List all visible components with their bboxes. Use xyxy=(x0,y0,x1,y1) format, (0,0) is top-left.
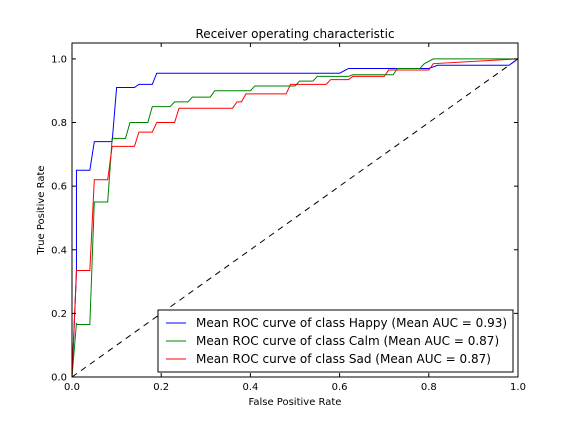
y-tick-label: 0.8 xyxy=(51,118,67,129)
x-tick-label: 0.2 xyxy=(153,382,169,393)
series-line-2 xyxy=(71,58,519,378)
series-line-1 xyxy=(71,58,518,378)
chart-title: Receiver operating characteristic xyxy=(195,27,394,41)
x-tick-label: 0.0 xyxy=(64,382,80,393)
ticks-layer: 0.0 0.2 0.4 0.6 0.8 1.0 0.0 0.2 0.4 0.6 0.8 1.0 xyxy=(51,43,526,393)
y-axis-title: True Positive Rate xyxy=(36,165,47,255)
x-tick-label: 0.6 xyxy=(332,382,348,393)
x-tick-label: 1.0 xyxy=(510,382,526,393)
y-tick-label: 0.6 xyxy=(51,182,67,193)
x-axis-title: False Positive Rate xyxy=(249,397,342,408)
legend-label-0: Mean ROC curve of class Happy (Mean AUC … xyxy=(196,316,507,330)
legend: Mean ROC curve of class Happy (Mean AUC … xyxy=(157,309,514,373)
legend-entries: Mean ROC curve of class Happy (Mean AUC … xyxy=(166,316,507,366)
y-tick-label: 0.0 xyxy=(51,373,67,384)
x-tick-label: 0.4 xyxy=(242,382,258,393)
x-tick-label: 0.8 xyxy=(421,382,437,393)
y-tick-label: 1.0 xyxy=(51,54,67,65)
legend-label-1: Mean ROC curve of class Calm (Mean AUC =… xyxy=(196,334,499,348)
series-line-0 xyxy=(71,58,519,378)
y-tick-label: 0.4 xyxy=(51,245,67,256)
chance-diagonal-line xyxy=(71,58,519,378)
legend-box xyxy=(157,309,514,373)
legend-label-2: Mean ROC curve of class Sad (Mean AUC = … xyxy=(196,352,491,366)
series-layer xyxy=(71,58,519,378)
y-tick-label: 0.2 xyxy=(51,309,67,320)
plot-border xyxy=(71,42,519,378)
